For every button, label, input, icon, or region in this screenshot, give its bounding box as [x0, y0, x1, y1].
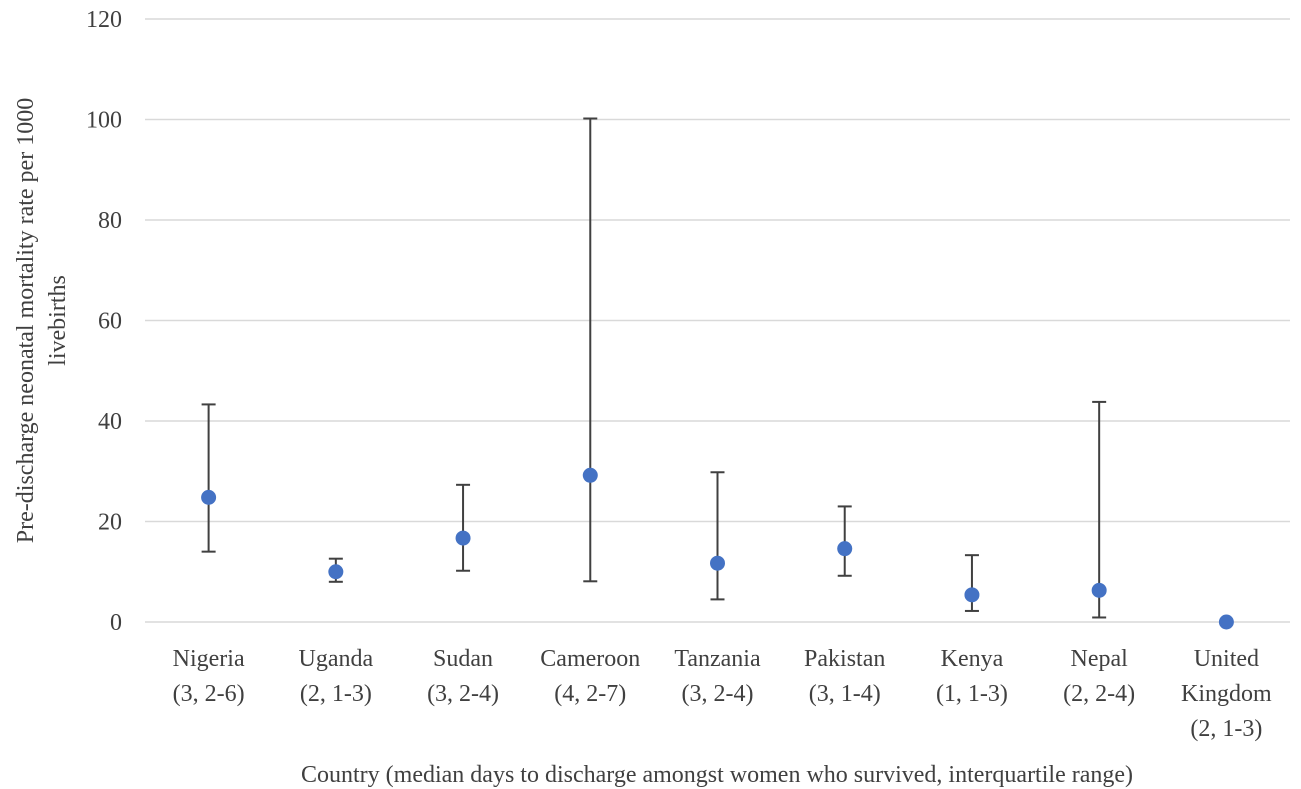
y-axis-title-line: Pre-discharge neonatal mortality rate pe…: [13, 98, 39, 543]
x-category-label-line: (3, 2-4): [427, 681, 499, 707]
y-tick-label: 100: [86, 108, 122, 134]
x-axis-categories: Nigeria (3, 2-6) Uganda (2, 1-3) Sudan (3, 2-…: [173, 646, 1272, 742]
x-category-label: Nigeria (3, 2-6): [173, 646, 245, 707]
x-category-label-line: Cameroon: [540, 646, 640, 672]
data-point: [1091, 582, 1107, 598]
data-point: [1218, 614, 1234, 630]
y-axis-ticks: 0 20 40 60 80 100 120: [86, 7, 122, 636]
error-bar: [456, 483, 471, 572]
x-category-label: Uganda (2, 1-3): [299, 646, 374, 707]
y-tick-label: 20: [98, 510, 122, 536]
x-category-label-line: (2, 2-4): [1063, 681, 1135, 707]
x-category-label-line: (3, 1-4): [809, 681, 881, 707]
x-category-label-line: Pakistan: [804, 646, 885, 672]
x-category-label-line: (3, 2-4): [682, 681, 754, 707]
x-category-label: United Kingdom (2, 1-3): [1181, 646, 1272, 742]
x-category-label-line: (2, 1-3): [1190, 716, 1262, 742]
y-axis-title-line: livebirths: [45, 275, 71, 366]
y-tick-label: 40: [98, 409, 122, 435]
data-point: [710, 555, 725, 571]
data-point: [328, 564, 344, 580]
x-category-label: Tanzania (3, 2-4): [674, 646, 761, 707]
x-category-label-line: Uganda: [299, 646, 374, 672]
data-point: [455, 530, 471, 546]
x-category-label-line: Kingdom: [1181, 681, 1272, 707]
x-category-label: Kenya (1, 1-3): [936, 646, 1008, 707]
y-axis-title: Pre-discharge neonatal mortality rate pe…: [13, 98, 71, 543]
gridlines: [145, 18, 1290, 623]
data-point: [837, 541, 853, 557]
data-point: [582, 467, 598, 483]
error-bar: [201, 403, 216, 553]
x-category-label-line: (1, 1-3): [936, 681, 1008, 707]
x-category-label-line: Tanzania: [674, 646, 761, 672]
x-category-label-line: Nigeria: [173, 646, 245, 672]
x-category-label: Cameroon (4, 2-7): [540, 646, 640, 707]
error-bar: [710, 471, 725, 601]
x-category-label-line: Kenya: [941, 646, 1004, 672]
error-bar: [964, 554, 979, 612]
data-point: [201, 489, 217, 505]
x-category-label-line: Nepal: [1071, 646, 1129, 672]
y-tick-label: 120: [86, 7, 122, 33]
error-bar: [583, 117, 598, 583]
x-category-label: Pakistan (3, 1-4): [804, 646, 885, 707]
x-axis-title: Country (median days to discharge amongs…: [301, 762, 1133, 788]
data-points: [201, 467, 1234, 630]
x-category-label-line: (4, 2-7): [554, 681, 626, 707]
data-point: [964, 587, 980, 603]
x-category-label-line: Sudan: [433, 646, 493, 672]
error-bars: [201, 117, 1107, 619]
error-bar: [1092, 400, 1107, 619]
y-tick-label: 80: [98, 208, 122, 234]
x-category-label-line: (2, 1-3): [300, 681, 372, 707]
x-category-label: Nepal (2, 2-4): [1063, 646, 1135, 707]
x-category-label-line: United: [1194, 646, 1259, 672]
y-tick-label: 0: [110, 610, 122, 636]
x-category-label: Sudan (3, 2-4): [427, 646, 499, 707]
x-category-label-line: (3, 2-6): [173, 681, 245, 707]
error-bar: [837, 505, 852, 577]
y-tick-label: 60: [98, 309, 122, 335]
